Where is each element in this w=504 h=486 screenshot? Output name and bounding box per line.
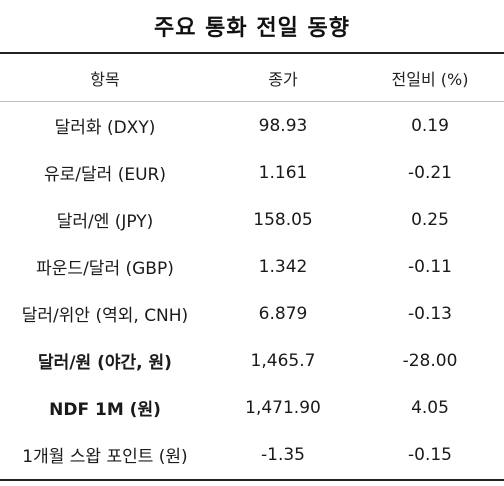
row-change: 0.25 bbox=[411, 209, 449, 230]
row-item: 달러/엔 (JPY) bbox=[56, 212, 154, 232]
row-close: 1,465.7 bbox=[250, 350, 316, 371]
table-row: NDF 1M (원) 1,471.90 4.05 bbox=[0, 384, 504, 431]
table-row: 1개월 스왑 포인트 (원) -1.35 -0.15 bbox=[0, 431, 504, 478]
bottom-rule bbox=[0, 479, 504, 481]
row-item: NDF 1M (원) bbox=[49, 400, 161, 420]
header-change: 전일비 (%) bbox=[391, 69, 469, 89]
row-change: -0.21 bbox=[408, 162, 452, 183]
table-title: 주요 통화 전일 동향 bbox=[154, 16, 350, 41]
header-divider bbox=[0, 101, 504, 102]
table-row: 달러/원 (야간, 원) 1,465.7 -28.00 bbox=[0, 337, 504, 384]
table-row: 파운드/달러 (GBP) 1.342 -0.11 bbox=[0, 243, 504, 290]
row-close: 1,471.90 bbox=[245, 397, 321, 418]
row-close: -1.35 bbox=[261, 444, 305, 465]
table-row: 달러화 (DXY) 98.93 0.19 bbox=[0, 102, 504, 149]
top-rule bbox=[0, 52, 504, 54]
row-close: 6.879 bbox=[258, 303, 308, 324]
row-item: 달러/원 (야간, 원) bbox=[38, 353, 172, 373]
row-close: 98.93 bbox=[258, 115, 308, 136]
row-item: 1개월 스왑 포인트 (원) bbox=[22, 447, 188, 467]
row-item: 유로/달러 (EUR) bbox=[44, 165, 166, 185]
row-close: 1.342 bbox=[258, 256, 308, 277]
row-change: 4.05 bbox=[411, 397, 449, 418]
table-row: 달러/엔 (JPY) 158.05 0.25 bbox=[0, 196, 504, 243]
row-change: -0.15 bbox=[408, 444, 452, 465]
row-change: -0.11 bbox=[408, 256, 452, 277]
row-close: 158.05 bbox=[253, 209, 313, 230]
table-row: 유로/달러 (EUR) 1.161 -0.21 bbox=[0, 149, 504, 196]
table-row: 달러/위안 (역외, CNH) 6.879 -0.13 bbox=[0, 290, 504, 337]
row-change: -0.13 bbox=[408, 303, 452, 324]
title-band: 주요 통화 전일 동향 bbox=[0, 0, 504, 52]
row-change: 0.19 bbox=[411, 115, 449, 136]
row-item: 파운드/달러 (GBP) bbox=[36, 259, 174, 279]
row-change: -28.00 bbox=[402, 350, 458, 371]
header-close: 종가 bbox=[268, 69, 298, 89]
header-item: 항목 bbox=[90, 69, 120, 89]
row-close: 1.161 bbox=[258, 162, 308, 183]
row-item: 달러화 (DXY) bbox=[54, 118, 156, 138]
header-row: 항목 종가 전일비 (%) bbox=[0, 54, 504, 101]
row-item: 달러/위안 (역외, CNH) bbox=[21, 306, 189, 326]
